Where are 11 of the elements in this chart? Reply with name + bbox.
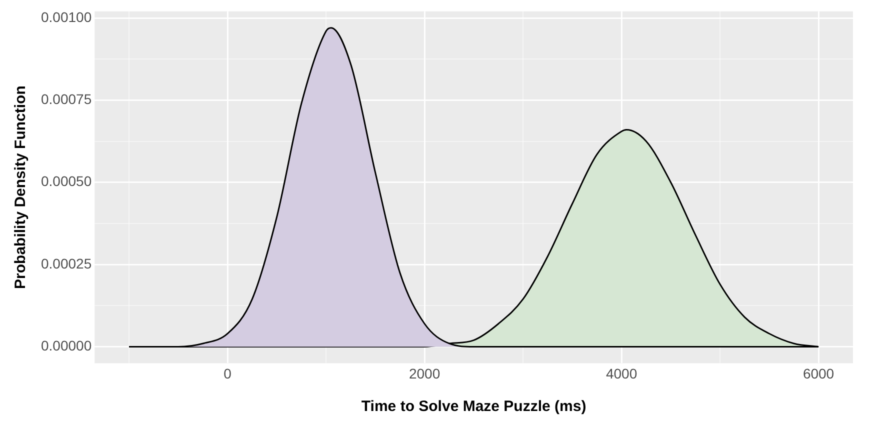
y-tick-label: 0.00025 — [40, 255, 92, 272]
x-tick-label: 4000 — [606, 365, 638, 382]
y-tick-label: 0.00075 — [40, 91, 92, 108]
y-tick-label: 0.00000 — [40, 338, 92, 354]
y-axis-title: Probability Density Function — [12, 86, 30, 289]
x-axis-title: Time to Solve Maze Puzzle (ms) — [361, 398, 586, 416]
x-tick-label: 0 — [224, 365, 232, 382]
y-tick-label: 0.00100 — [40, 8, 92, 25]
x-tick-label: 6000 — [802, 365, 834, 382]
x-tick-label: 2000 — [408, 365, 440, 382]
y-tick-label: 0.00050 — [40, 173, 92, 190]
